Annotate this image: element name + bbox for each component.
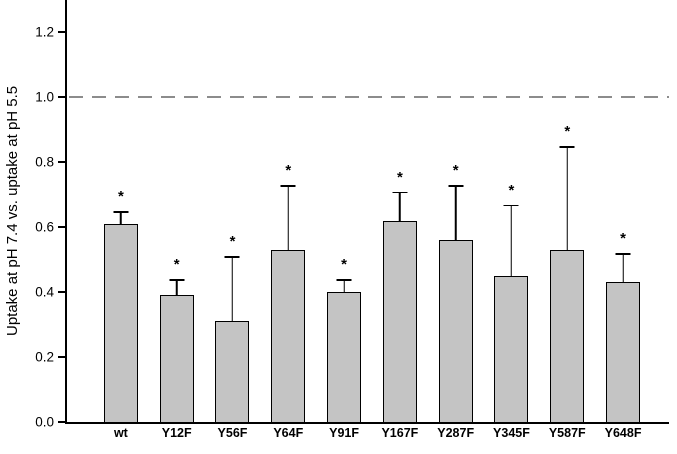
error-bar-cap: [169, 279, 185, 281]
bar: [271, 249, 306, 422]
significance-marker: *: [452, 162, 459, 180]
y-tick-label: 0.4: [35, 284, 54, 300]
error-bar-cap: [448, 185, 464, 187]
error-bar: [280, 185, 296, 250]
significance-marker: *: [173, 256, 180, 274]
error-bar: [392, 191, 408, 221]
y-tick-mark: 1.0: [35, 91, 67, 104]
bar-group: * Y345F: [484, 0, 540, 441]
significance-marker: *: [285, 162, 292, 180]
bar-group: * Y287F: [428, 0, 484, 440]
y-tick-mark: 0.6: [35, 220, 67, 233]
reference-line: [69, 96, 669, 99]
y-tick-label: 1.0: [35, 89, 54, 105]
x-tick-label: wt: [113, 426, 128, 440]
significance-marker: *: [620, 230, 626, 248]
error-bar: [615, 253, 631, 282]
bar: [159, 295, 194, 422]
x-tick-label: Y345F: [493, 426, 530, 440]
y-tick-mark: 0.0: [35, 415, 67, 428]
y-tick-label: 1.2: [35, 24, 54, 40]
bar: [382, 220, 417, 422]
error-bar: [559, 146, 575, 250]
significance-marker: *: [229, 233, 236, 251]
significance-marker: *: [508, 181, 515, 199]
y-tick-mark: 0.8: [35, 156, 67, 169]
x-tick-label: Y648F: [604, 426, 642, 440]
error-bar-cap: [336, 279, 352, 281]
error-bar-cap: [559, 146, 575, 148]
bar-group: * wt: [93, 0, 149, 440]
bar: [103, 223, 138, 422]
y-axis-label: Uptake at pH 7.4 vs. uptake at pH 5.5: [4, 85, 21, 337]
significance-marker: *: [396, 168, 403, 186]
bar-group: * Y12F: [149, 0, 205, 440]
y-tick-mark: 0.2: [35, 350, 67, 363]
significance-marker: *: [341, 256, 347, 274]
bar: [327, 292, 362, 422]
bar: [606, 282, 641, 422]
error-bar: [169, 279, 185, 295]
bar-group: * Y587F: [539, 0, 595, 440]
significance-marker: *: [117, 188, 124, 205]
x-tick-label: Y287F: [437, 426, 475, 440]
x-tick-label: Y91F: [329, 426, 360, 440]
error-bar: [336, 279, 352, 292]
y-axis-ticks: 0.0 0.2 0.4 0.6 0.8 1.0 1.2: [35, 0, 669, 428]
error-bar-cap: [392, 191, 408, 194]
error-bar: [113, 211, 129, 224]
error-bar-cap: [113, 211, 129, 213]
y-tick-label: 0.8: [35, 154, 54, 170]
significance-marker: *: [564, 123, 571, 141]
x-tick-label: Y56F: [217, 426, 248, 440]
bar: [438, 240, 473, 422]
error-bar-cap: [280, 185, 296, 187]
bar-group: * Y91F: [316, 0, 372, 440]
bar: [494, 275, 529, 422]
error-bar-cap: [615, 253, 631, 255]
x-tick-label: Y64F: [273, 426, 304, 440]
y-tick-label: 0.6: [35, 219, 54, 235]
bar-group: * Y64F: [260, 0, 316, 440]
plot-area: 0.0 0.2 0.4 0.6 0.8 1.0 1.2 * wt * Y12F * Y56F * Y64F…: [35, 0, 669, 441]
x-tick-label: Y12F: [161, 426, 192, 440]
bar-group: * Y56F: [205, 0, 261, 440]
x-tick-label: Y167F: [381, 426, 419, 440]
bar-group: * Y648F: [595, 0, 651, 440]
bar-group: * Y167F: [372, 0, 428, 440]
bar: [550, 249, 585, 422]
bar: [215, 321, 250, 422]
error-bar: [503, 204, 519, 276]
y-tick-label: 0.2: [35, 349, 54, 365]
error-bar-cap: [224, 256, 240, 258]
y-tick-mark: 1.2: [35, 26, 67, 39]
error-bar: [448, 185, 464, 240]
y-tick-mark: 0.4: [35, 285, 67, 298]
bars-container: * wt * Y12F * Y56F * Y64F * Y91F * Y167F * Y287F * Y345…: [93, 0, 651, 441]
y-tick-label: 0.0: [35, 414, 54, 430]
x-tick-label: Y587F: [548, 426, 586, 440]
error-bar-cap: [503, 204, 519, 206]
error-bar: [224, 256, 240, 321]
